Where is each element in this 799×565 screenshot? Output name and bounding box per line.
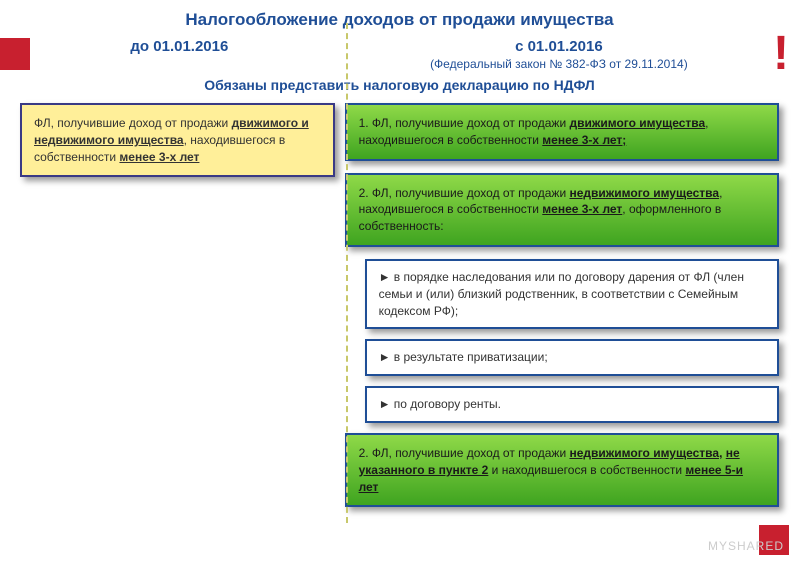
vertical-divider: [346, 23, 348, 523]
white-box-2: ► в результате приватизации;: [365, 339, 779, 376]
header-row: до 01.01.2016 с 01.01.2016 (Федеральный …: [20, 38, 779, 71]
yellow-text-pre: ФЛ, получившие доход от продажи: [34, 116, 232, 130]
white-box-1: ► в порядке наследования или по договору…: [365, 259, 779, 329]
left-column: ФЛ, получившие доход от продажи движимог…: [20, 103, 335, 507]
content-area: ФЛ, получившие доход от продажи движимог…: [20, 103, 779, 507]
header-right: с 01.01.2016 (Федеральный закон № 382-ФЗ…: [339, 38, 779, 71]
green-box-2: 2. ФЛ, получившие доход от продажи недви…: [345, 173, 779, 247]
g2-u2: менее 3-х лет: [542, 202, 622, 216]
header-sublaw: (Федеральный закон № 382-ФЗ от 29.11.201…: [339, 57, 779, 71]
watermark: MYSHARED: [708, 539, 784, 553]
g3-mid2: и находившегося в собственности: [488, 463, 685, 477]
green-box-3: 2. ФЛ, получившие доход от продажи недви…: [345, 433, 779, 507]
g3-pre: 2. ФЛ, получившие доход от продажи: [359, 446, 570, 460]
g2-pre: 2. ФЛ, получившие доход от продажи: [359, 186, 570, 200]
g1-u2: менее 3-х лет;: [542, 133, 626, 147]
g2-u1: недвижимого имущества: [569, 186, 719, 200]
yellow-u2: менее 3-х лет: [119, 150, 199, 164]
header-left: до 01.01.2016: [20, 38, 339, 71]
right-column: 1. ФЛ, получившие доход от продажи движи…: [345, 103, 779, 507]
green-box-1: 1. ФЛ, получившие доход от продажи движи…: [345, 103, 779, 161]
yellow-box-left: ФЛ, получившие доход от продажи движимог…: [20, 103, 335, 177]
header-right-date: с 01.01.2016: [339, 38, 779, 55]
white-box-3: ► по договору ренты.: [365, 386, 779, 423]
main-title: Налогообложение доходов от продажи имуще…: [20, 10, 779, 30]
g1-pre: 1. ФЛ, получившие доход от продажи: [359, 116, 570, 130]
g1-u1: движимого имущества: [569, 116, 705, 130]
red-accent-left: [0, 38, 30, 70]
subtitle: Обязаны представить налоговую декларацию…: [20, 77, 779, 93]
g3-u1: недвижимого имущества,: [569, 446, 722, 460]
exclamation-icon: !: [773, 30, 789, 78]
